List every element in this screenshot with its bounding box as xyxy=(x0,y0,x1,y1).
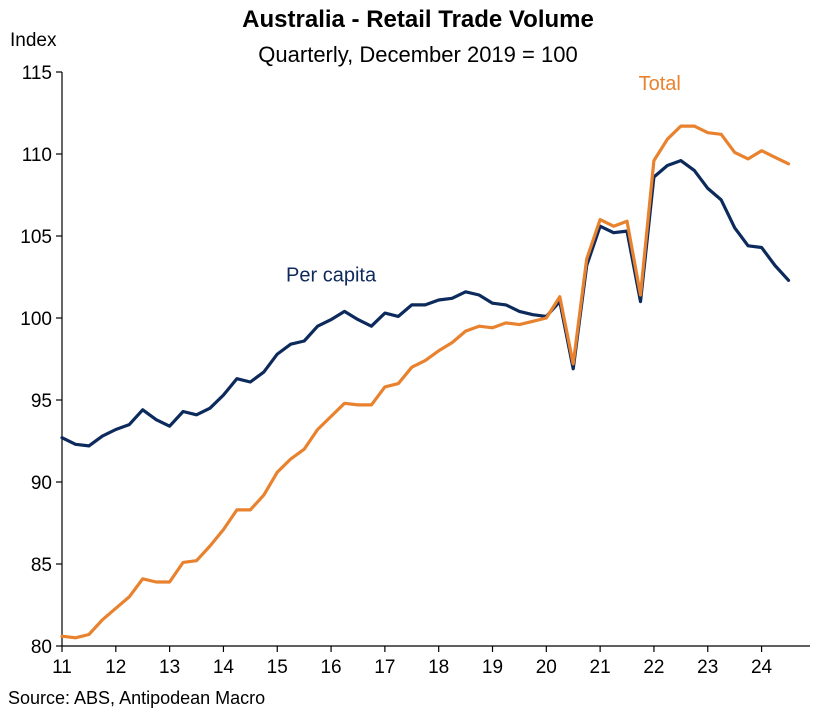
series-line-total xyxy=(60,124,791,640)
series-lines xyxy=(60,124,791,640)
y-tick: 110 xyxy=(22,145,62,166)
source-note: Source: ABS, Antipodean Macro xyxy=(8,688,266,708)
annotation-per-capita: Per capita xyxy=(286,265,377,287)
x-tick: 18 xyxy=(428,646,449,678)
y-tick: 90 xyxy=(31,473,62,494)
y-tick-label: 100 xyxy=(20,309,52,330)
x-tick: 21 xyxy=(590,646,611,678)
y-tick: 115 xyxy=(22,63,62,84)
x-tick: 23 xyxy=(697,646,718,678)
y-tick: 80 xyxy=(31,637,62,658)
axes xyxy=(61,72,810,647)
x-tick-label: 13 xyxy=(159,657,180,678)
x-tick-label: 24 xyxy=(751,657,773,678)
x-tick-label: 19 xyxy=(482,657,503,678)
x-tick: 24 xyxy=(751,646,773,678)
x-tick-label: 23 xyxy=(697,657,718,678)
x-tick: 11 xyxy=(52,646,72,678)
x-tick-label: 12 xyxy=(105,657,126,678)
y-tick-label: 95 xyxy=(31,391,52,412)
x-tick-label: 20 xyxy=(536,657,557,678)
x-tick-label: 16 xyxy=(320,657,341,678)
y-tick: 85 xyxy=(31,555,62,576)
y-tick-label: 85 xyxy=(31,555,52,576)
chart-title: Australia - Retail Trade Volume xyxy=(242,6,594,33)
y-axis-label: Index xyxy=(10,30,57,51)
x-tick-label: 14 xyxy=(213,657,235,678)
x-tick: 15 xyxy=(267,646,288,678)
x-tick-label: 18 xyxy=(428,657,449,678)
x-tick-label: 15 xyxy=(267,657,288,678)
x-tick: 20 xyxy=(536,646,557,678)
x-tick: 14 xyxy=(213,646,235,678)
y-tick-label: 110 xyxy=(22,145,52,166)
x-tick-label: 22 xyxy=(643,657,664,678)
y-tick-label: 90 xyxy=(31,473,52,494)
x-tick-label: 11 xyxy=(52,657,72,678)
y-ticks: 80 85 90 95 100 105 110 115 xyxy=(20,63,62,658)
chart-subtitle: Quarterly, December 2019 = 100 xyxy=(258,42,578,67)
y-tick: 95 xyxy=(31,391,62,412)
x-tick-label: 17 xyxy=(374,657,395,678)
x-tick: 13 xyxy=(159,646,180,678)
x-tick: 17 xyxy=(374,646,395,678)
y-tick-label: 115 xyxy=(22,63,52,84)
x-ticks: 11 12 13 14 15 16 17 18 19 20 21 22 23 24 xyxy=(52,646,773,678)
x-tick: 22 xyxy=(643,646,665,678)
x-tick-label: 21 xyxy=(590,657,611,678)
x-tick: 16 xyxy=(320,646,342,678)
annotation-total: Total xyxy=(639,73,681,95)
y-tick-label: 80 xyxy=(31,637,52,658)
y-tick: 105 xyxy=(20,227,62,248)
y-tick: 100 xyxy=(20,309,62,330)
series-line-per-capita xyxy=(60,159,791,448)
x-tick: 19 xyxy=(482,646,503,678)
x-tick: 12 xyxy=(105,646,126,678)
y-tick-label: 105 xyxy=(20,227,52,248)
series-labels: Per capita Total xyxy=(286,73,681,287)
